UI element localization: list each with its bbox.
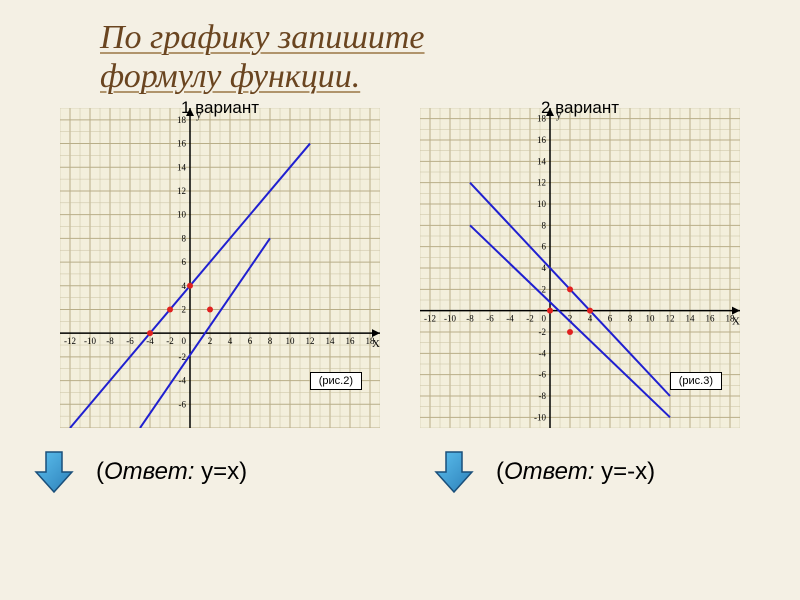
svg-text:10: 10 — [537, 199, 547, 209]
svg-text:8: 8 — [542, 221, 547, 231]
page-title: По графику запишите формулу функции. — [100, 18, 770, 96]
variant-1-label: 1 вариант — [181, 98, 259, 118]
title-line-1: По графику запишите — [100, 19, 425, 56]
answer-group-2: (Ответ: y=-x) — [430, 448, 770, 496]
svg-text:-2: -2 — [166, 336, 174, 346]
svg-text:6: 6 — [248, 336, 253, 346]
svg-text:-10: -10 — [84, 336, 96, 346]
chart-right: Xy-12-10-8-6-4-224681012141618-10-8-6-4-… — [420, 108, 740, 428]
svg-text:2: 2 — [182, 305, 187, 315]
svg-text:-6: -6 — [539, 370, 547, 380]
svg-text:-10: -10 — [444, 314, 456, 324]
svg-text:-10: -10 — [534, 413, 546, 423]
svg-text:-6: -6 — [126, 336, 134, 346]
svg-text:-2: -2 — [179, 352, 187, 362]
svg-text:0: 0 — [542, 314, 547, 324]
svg-text:6: 6 — [182, 257, 187, 267]
svg-text:-2: -2 — [539, 327, 547, 337]
svg-text:-8: -8 — [539, 391, 547, 401]
charts-row: 1 вариант Xy-12-10-8-6-4-224681012141618… — [30, 98, 770, 428]
svg-text:14: 14 — [326, 336, 336, 346]
svg-text:-4: -4 — [539, 349, 547, 359]
svg-text:18: 18 — [726, 314, 736, 324]
slide: По графику запишите формулу функции. 1 в… — [0, 0, 800, 600]
svg-text:4: 4 — [588, 314, 593, 324]
arrow-down-icon — [430, 448, 478, 496]
svg-text:-12: -12 — [424, 314, 436, 324]
svg-text:16: 16 — [706, 314, 716, 324]
answer-2-prefix: Ответ: — [504, 458, 594, 485]
svg-text:0: 0 — [182, 336, 187, 346]
chart-col-left: 1 вариант Xy-12-10-8-6-4-224681012141618… — [60, 98, 380, 428]
svg-text:8: 8 — [268, 336, 273, 346]
svg-text:-12: -12 — [64, 336, 76, 346]
figure-label-left: (рис.2) — [310, 372, 362, 390]
svg-text:12: 12 — [537, 178, 546, 188]
answer-2-text: (Ответ: y=-x) — [496, 458, 655, 486]
svg-text:-4: -4 — [179, 376, 187, 386]
svg-text:2: 2 — [542, 285, 547, 295]
svg-text:4: 4 — [228, 336, 233, 346]
chart-col-right: 2 вариант Xy-12-10-8-6-4-224681012141618… — [420, 98, 740, 428]
svg-text:10: 10 — [286, 336, 296, 346]
svg-text:16: 16 — [537, 135, 547, 145]
svg-text:-8: -8 — [466, 314, 474, 324]
svg-text:16: 16 — [177, 139, 187, 149]
svg-text:16: 16 — [346, 336, 356, 346]
answers-row: (Ответ: y=x) (Ответ: y=-x) — [30, 448, 770, 496]
arrow-down-icon — [30, 448, 78, 496]
svg-text:-2: -2 — [526, 314, 534, 324]
chart-left: Xy-12-10-8-6-4-224681012141618-6-4-22468… — [60, 108, 380, 428]
svg-text:-6: -6 — [486, 314, 494, 324]
svg-text:18: 18 — [366, 336, 376, 346]
svg-text:14: 14 — [177, 162, 187, 172]
answer-1-text: (Ответ: y=x) — [96, 458, 247, 486]
svg-text:14: 14 — [537, 157, 547, 167]
answer-1-prefix: Ответ: — [104, 458, 194, 485]
svg-text:2: 2 — [208, 336, 213, 346]
svg-text:8: 8 — [182, 234, 187, 244]
title-line-2: формулу функции. — [100, 58, 360, 95]
svg-text:-4: -4 — [506, 314, 514, 324]
svg-text:10: 10 — [177, 210, 187, 220]
svg-text:12: 12 — [666, 314, 675, 324]
svg-text:-8: -8 — [106, 336, 114, 346]
svg-text:12: 12 — [306, 336, 315, 346]
svg-text:6: 6 — [608, 314, 613, 324]
answer-1-body: y=x) — [194, 458, 247, 485]
svg-text:12: 12 — [177, 186, 186, 196]
svg-text:14: 14 — [686, 314, 696, 324]
svg-text:-6: -6 — [179, 399, 187, 409]
svg-text:8: 8 — [628, 314, 633, 324]
svg-text:6: 6 — [542, 242, 547, 252]
answer-group-1: (Ответ: y=x) — [30, 448, 370, 496]
variant-2-label: 2 вариант — [541, 98, 619, 118]
answer-2-body: y=-x) — [594, 458, 655, 485]
svg-text:10: 10 — [646, 314, 656, 324]
figure-label-right: (рис.3) — [670, 372, 722, 390]
